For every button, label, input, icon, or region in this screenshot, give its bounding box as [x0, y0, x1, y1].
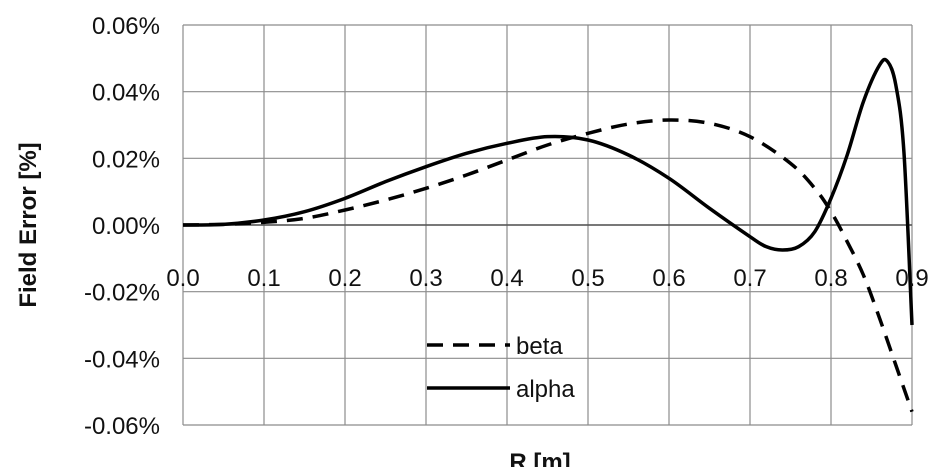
x-axis-title: R [m]: [509, 449, 570, 467]
y-tick-label: 0.06%: [92, 13, 160, 40]
x-tick-label: 0.1: [247, 265, 280, 292]
x-tick-label: 0.4: [490, 265, 523, 292]
x-tick-label: 0.7: [733, 265, 766, 292]
y-tick-label: 0.04%: [92, 80, 160, 107]
series-line-alpha: [182, 57, 914, 326]
x-tick-label: 0.3: [409, 265, 442, 292]
grid: [182, 24, 913, 426]
legend: beta alpha: [427, 333, 575, 403]
x-tick-label: 0.5: [571, 265, 604, 292]
x-tick-label: 0.2: [328, 265, 361, 292]
y-axis-title: Field Error [%]: [15, 142, 42, 307]
series-layer: [182, 57, 914, 413]
y-tick-label: -0.06%: [84, 413, 160, 440]
y-tick-label: 0.02%: [92, 146, 160, 173]
x-tick-labels: 0.0 0.1 0.2 0.3 0.4 0.5 0.6 0.7 0.8 0.9: [166, 265, 928, 292]
y-tick-label: -0.04%: [84, 346, 160, 373]
y-tick-labels: 0.06% 0.04% 0.02% 0.00% -0.02% -0.04% -0.06%: [84, 13, 160, 440]
y-tick-label: 0.00%: [92, 213, 160, 240]
legend-label-beta: beta: [516, 333, 563, 360]
series-line-beta: [182, 118, 914, 413]
x-tick-label: 0.8: [814, 265, 847, 292]
x-tick-label: 0.9: [895, 265, 928, 292]
x-tick-label: 0.6: [652, 265, 685, 292]
x-tick-label: 0.0: [166, 265, 199, 292]
legend-label-alpha: alpha: [516, 376, 575, 403]
y-tick-label: -0.02%: [84, 280, 160, 307]
